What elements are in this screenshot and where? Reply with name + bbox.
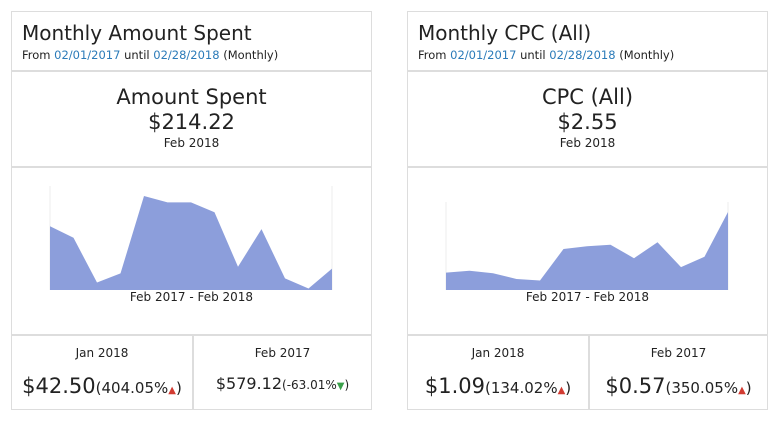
comparison-value: $1.09: [424, 374, 485, 398]
comparison-period: Feb 2017: [254, 346, 311, 360]
trend-arrow-icon: ▼: [336, 381, 345, 392]
comparison-period: Jan 2018: [75, 346, 129, 360]
metric-widget: Monthly Amount Spent From 02/01/2017 unt…: [11, 11, 372, 410]
date-range: From 02/01/2017 until 02/28/2018 (Monthl…: [418, 48, 757, 62]
sparkline-chart: Feb 2017 - Feb 2018: [12, 166, 371, 336]
metric-value: $214.22: [148, 110, 235, 134]
comparison-period: Feb 2017: [650, 346, 707, 360]
metric-name: CPC (All): [541, 85, 634, 109]
trend-arrow-icon: ▲: [557, 385, 566, 396]
from-date-link[interactable]: 02/01/2017: [450, 48, 517, 62]
metric-value: $2.55: [557, 110, 618, 134]
trend-arrow-icon: ▲: [738, 385, 746, 396]
chart-range-label: Feb 2017 - Feb 2018: [525, 290, 650, 304]
kpi-summary: Amount Spent $214.22 Feb 2018: [12, 72, 371, 168]
comparison-value: $0.57: [605, 374, 666, 398]
comparison-change: -63.01%: [286, 378, 337, 392]
comparison-change: 404.05%: [101, 379, 169, 397]
from-label: From: [418, 48, 447, 62]
until-label: until: [520, 48, 546, 62]
sparkline-area: [50, 196, 332, 290]
comparison-change: 134.02%: [490, 379, 558, 397]
sparkline-area: [446, 212, 728, 290]
metric-period: Feb 2018: [163, 136, 220, 150]
until-label: until: [124, 48, 150, 62]
sparkline-svg: [445, 202, 729, 290]
comparison-value: $579.12: [215, 374, 282, 393]
from-date-link[interactable]: 02/01/2017: [54, 48, 121, 62]
comparison-previous-month: Jan 2018 $1.09(134.02%▲): [408, 334, 590, 409]
date-range: From 02/01/2017 until 02/28/2018 (Monthl…: [22, 48, 361, 62]
until-date-link[interactable]: 02/28/2018: [549, 48, 616, 62]
metric-name: Amount Spent: [116, 85, 267, 109]
granularity: (Monthly): [223, 48, 279, 62]
widget-title: Monthly CPC (All): [418, 21, 592, 45]
kpi-summary: CPC (All) $2.55 Feb 2018: [408, 72, 767, 168]
comparison-value: $42.50: [22, 374, 96, 398]
comparison-previous-year: Feb 2017 $579.12(-63.01%▼): [194, 334, 371, 409]
trend-arrow-icon: ▲: [168, 385, 176, 396]
widget-header: Monthly Amount Spent From 02/01/2017 unt…: [12, 12, 371, 72]
sparkline-chart: Feb 2017 - Feb 2018: [408, 166, 767, 336]
until-date-link[interactable]: 02/28/2018: [153, 48, 220, 62]
metric-period: Feb 2018: [559, 136, 616, 150]
metric-widget: Monthly CPC (All) From 02/01/2017 until …: [407, 11, 768, 410]
chart-range-label: Feb 2017 - Feb 2018: [129, 290, 254, 304]
widget-title: Monthly Amount Spent: [22, 21, 252, 45]
comparison-change: 350.05%: [671, 379, 739, 397]
from-label: From: [22, 48, 51, 62]
comparison-previous-year: Feb 2017 $0.57(350.05%▲): [590, 334, 767, 409]
granularity: (Monthly): [619, 48, 675, 62]
comparison-previous-month: Jan 2018 $42.50(404.05%▲): [12, 334, 194, 409]
sparkline-svg: [49, 186, 333, 290]
widget-header: Monthly CPC (All) From 02/01/2017 until …: [408, 12, 767, 72]
comparison-period: Jan 2018: [471, 346, 525, 360]
